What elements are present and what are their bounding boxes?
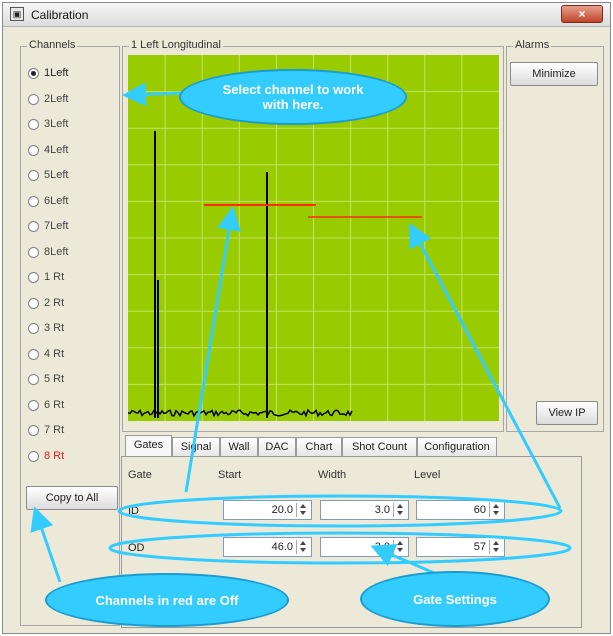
gate-od-level-value: 57 bbox=[473, 541, 486, 553]
signal-trace bbox=[128, 131, 353, 418]
channel-label: 4Left bbox=[44, 143, 69, 156]
radio-button-icon[interactable] bbox=[28, 297, 39, 309]
calibration-app-icon: ▣ bbox=[10, 7, 24, 21]
radio-button-icon[interactable] bbox=[28, 195, 39, 207]
gate-id-width-value: 3.0 bbox=[374, 504, 390, 516]
start-column-header: Start bbox=[218, 469, 242, 481]
minimize-button[interactable]: Minimize bbox=[510, 62, 598, 86]
channel-label: 5 Rt bbox=[44, 373, 65, 385]
radio-button-icon[interactable] bbox=[28, 93, 39, 105]
radio-button-icon[interactable] bbox=[28, 323, 39, 334]
channel-label: 2Left bbox=[44, 92, 69, 105]
tab-dac[interactable]: DAC bbox=[258, 437, 296, 456]
radio-button-icon[interactable] bbox=[28, 68, 39, 79]
alarms-group-label: Alarms bbox=[513, 39, 552, 51]
gate-id-width-spinner[interactable]: 3.0 bbox=[320, 500, 409, 520]
radio-button-icon[interactable] bbox=[28, 221, 39, 232]
channel-label: 8Left bbox=[44, 245, 69, 258]
title-bar: ▣ Calibration × bbox=[3, 3, 610, 27]
channel-label: 7 Rt bbox=[44, 424, 65, 436]
channels-group: Channels bbox=[20, 39, 120, 626]
gate-column-header: Gate bbox=[128, 469, 152, 481]
channel-label: 2 Rt bbox=[44, 296, 65, 309]
channel-label: 1Left bbox=[44, 67, 69, 79]
view-ip-button[interactable]: View IP bbox=[536, 401, 598, 425]
radio-button-icon[interactable] bbox=[28, 246, 39, 258]
gate-id-level-spinner[interactable]: 60 bbox=[416, 500, 505, 520]
radio-button-icon[interactable] bbox=[28, 399, 39, 411]
callout-select-channel: Select channel to work with here. bbox=[179, 69, 407, 125]
radio-button-icon[interactable] bbox=[28, 119, 39, 130]
tab-signal[interactable]: Signal bbox=[172, 437, 220, 456]
channel-label: 4 Rt bbox=[44, 347, 65, 360]
channel-label: 3Left bbox=[44, 118, 69, 130]
radio-button-icon[interactable] bbox=[28, 425, 39, 436]
gate-od-width-value: 3.0 bbox=[374, 541, 390, 553]
gate-od-start-spinner[interactable]: 46.0 bbox=[223, 537, 312, 557]
gate-od-level-spinner[interactable]: 57 bbox=[416, 537, 505, 557]
channel-label: 6Left bbox=[44, 194, 69, 207]
gate-id-start-spinner[interactable]: 20.0 bbox=[223, 500, 312, 520]
channel-label: 1 Rt bbox=[44, 271, 65, 283]
gate-id-level-value: 60 bbox=[473, 504, 486, 516]
channel-label: 3 Rt bbox=[44, 322, 65, 334]
spinner-arrows-icon[interactable] bbox=[393, 540, 406, 554]
gate-od-width-spinner[interactable]: 3.0 bbox=[320, 537, 409, 557]
channel-label: 7Left bbox=[44, 220, 69, 232]
tab-shot-count[interactable]: Shot Count bbox=[342, 437, 417, 456]
gate-id-start-value: 20.0 bbox=[271, 504, 293, 516]
width-column-header: Width bbox=[318, 469, 347, 481]
channels-group-label: Channels bbox=[27, 39, 78, 51]
radio-button-icon[interactable] bbox=[28, 374, 39, 385]
gate-row-id-name: ID bbox=[128, 505, 139, 517]
gate-od-start-value: 46.0 bbox=[271, 541, 293, 553]
spinner-arrows-icon[interactable] bbox=[489, 540, 502, 554]
radio-button-icon[interactable] bbox=[28, 348, 39, 360]
close-button[interactable]: × bbox=[561, 5, 603, 23]
radio-button-icon[interactable] bbox=[28, 272, 39, 283]
tab-chart[interactable]: Chart bbox=[296, 437, 342, 456]
tab-configuration[interactable]: Configuration bbox=[417, 437, 497, 456]
spinner-arrows-icon[interactable] bbox=[393, 503, 406, 517]
radio-button-icon[interactable] bbox=[28, 450, 39, 462]
spinner-arrows-icon[interactable] bbox=[489, 503, 502, 517]
level-column-header: Level bbox=[414, 469, 441, 481]
callout-channels-red-off: Channels in red are Off bbox=[45, 573, 289, 627]
channel-label: 6 Rt bbox=[44, 398, 65, 411]
channel-label: 8 Rt bbox=[44, 449, 65, 462]
radio-button-icon[interactable] bbox=[28, 144, 39, 156]
alarms-group: Alarms bbox=[506, 39, 604, 432]
tab-gates[interactable]: Gates bbox=[125, 435, 172, 457]
tab-wall[interactable]: Wall bbox=[220, 437, 258, 456]
spinner-arrows-icon[interactable] bbox=[296, 503, 309, 517]
spinner-arrows-icon[interactable] bbox=[296, 540, 309, 554]
noise-baseline bbox=[128, 408, 353, 418]
gate-row-od-name: OD bbox=[128, 542, 145, 554]
radio-button-icon[interactable] bbox=[28, 170, 39, 181]
window-title: Calibration bbox=[31, 8, 89, 22]
copy-to-all-button[interactable]: Copy to All bbox=[26, 486, 118, 510]
callout-gate-settings: Gate Settings bbox=[360, 571, 550, 627]
channel-label: 5Left bbox=[44, 169, 69, 181]
scope-group-label: 1 Left Longitudinal bbox=[129, 39, 223, 51]
